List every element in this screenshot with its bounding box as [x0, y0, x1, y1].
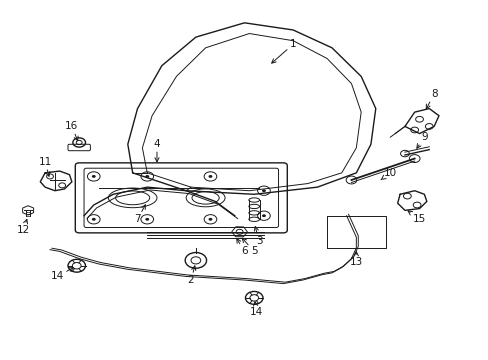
Circle shape	[208, 218, 212, 221]
Circle shape	[92, 175, 96, 178]
Text: 4: 4	[153, 139, 160, 162]
Text: 14: 14	[249, 302, 263, 317]
Text: 6: 6	[236, 239, 247, 256]
Circle shape	[145, 175, 149, 178]
Text: 8: 8	[426, 89, 437, 109]
Circle shape	[262, 189, 265, 192]
Circle shape	[208, 175, 212, 178]
Text: 15: 15	[407, 211, 426, 224]
Text: 1: 1	[271, 39, 296, 63]
Text: 2: 2	[187, 266, 195, 285]
Text: 13: 13	[349, 252, 362, 267]
Text: 5: 5	[242, 238, 257, 256]
Circle shape	[145, 218, 149, 221]
Text: 10: 10	[380, 168, 396, 180]
Circle shape	[92, 218, 96, 221]
Text: 7: 7	[134, 205, 145, 224]
Text: 9: 9	[416, 132, 427, 148]
Text: 16: 16	[65, 121, 79, 141]
Circle shape	[262, 214, 265, 217]
Text: 14: 14	[51, 267, 73, 282]
Text: 12: 12	[17, 219, 30, 235]
Text: 3: 3	[254, 226, 262, 246]
Text: 11: 11	[39, 157, 52, 176]
